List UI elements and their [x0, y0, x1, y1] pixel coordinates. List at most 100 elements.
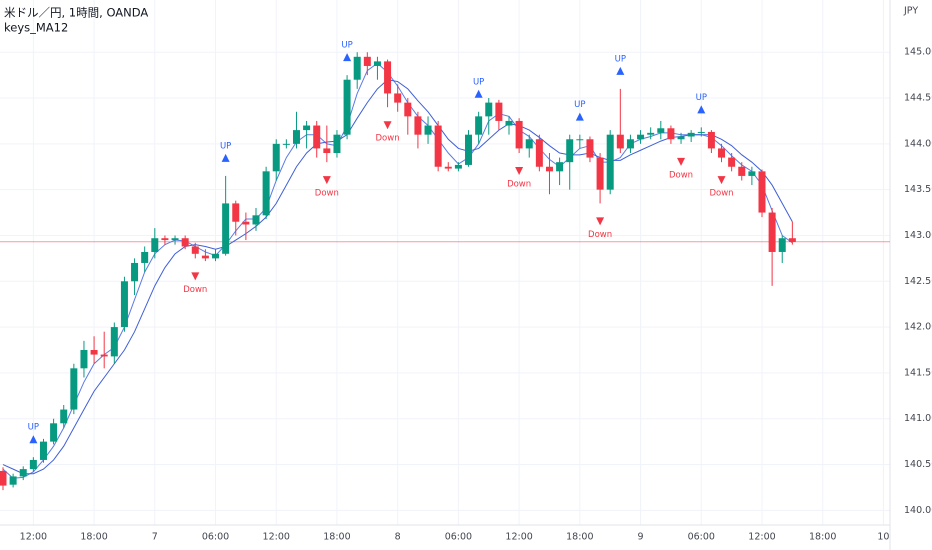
candle-body [161, 238, 169, 241]
signal-label: Down [376, 134, 400, 144]
x-tick-label: 8 [395, 532, 401, 543]
x-tick-label: 12:00 [748, 532, 775, 543]
signal-label: UP [341, 41, 352, 51]
candle-body [0, 470, 7, 486]
candle-body [778, 238, 786, 252]
candle-body [50, 423, 58, 442]
signal-marker [474, 89, 483, 98]
signal-marker [383, 121, 392, 130]
signal-label: UP [473, 77, 484, 87]
signal-marker [697, 105, 706, 114]
candle-body [131, 262, 139, 282]
candle-body [728, 157, 736, 167]
candle-body [141, 251, 149, 263]
candle-body [515, 120, 523, 149]
candle-body [768, 212, 776, 252]
x-tick-label: 12:00 [505, 532, 532, 543]
candle-body [110, 327, 118, 357]
signal-marker [717, 176, 726, 185]
y-tick-label: 145.000 [904, 47, 932, 58]
candle-body [353, 56, 361, 80]
candle-body [191, 246, 199, 254]
candle-body [576, 139, 584, 141]
y-tick-label: 141.000 [904, 413, 932, 424]
candle-body [586, 139, 594, 158]
candle-body [212, 253, 220, 259]
grid [0, 0, 890, 525]
candle-body [677, 136, 685, 140]
signal-marker [596, 217, 605, 226]
candle-body [272, 143, 280, 172]
y-tick-label: 143.500 [904, 184, 932, 195]
signal-label: UP [696, 93, 707, 103]
candle-body [465, 134, 473, 165]
candle-body [606, 134, 614, 190]
candle-body [292, 130, 300, 144]
candle-body [667, 128, 675, 140]
candle-body [100, 354, 108, 357]
signal-marker [191, 272, 200, 281]
candle-body [151, 238, 159, 252]
candle-body [19, 469, 27, 477]
y-tick-label: 142.000 [904, 322, 932, 333]
candle-body [282, 143, 290, 145]
candle-body [525, 139, 533, 149]
y-tick-label: 142.500 [904, 276, 932, 287]
signal-label: Down [507, 180, 531, 190]
candle-body [404, 102, 412, 117]
candle-body [697, 131, 705, 133]
signal-marker [221, 153, 230, 162]
candle-body [9, 476, 17, 485]
indicator-title: keys_MA12 [4, 21, 68, 35]
candle-body [424, 125, 432, 135]
x-tick-label: 18:00 [80, 532, 107, 543]
x-tick-label: 7 [152, 532, 158, 543]
candle-body [556, 162, 564, 172]
chart-title: 米ドル／円, 1時間, OANDA [4, 6, 148, 20]
signal-label: UP [220, 141, 231, 151]
candle-body [505, 120, 513, 126]
signal-marker [616, 66, 625, 75]
signal-label: Down [588, 230, 612, 240]
candle-body [788, 238, 796, 242]
candle-body [748, 171, 756, 176]
signal-marker [29, 435, 38, 444]
currency-label: JPY [903, 6, 918, 17]
candle-body [738, 166, 746, 176]
candle-body [535, 139, 543, 167]
x-tick-label: 18:00 [809, 532, 836, 543]
candle-body [222, 203, 230, 254]
candle-body [363, 56, 371, 66]
candle-body [70, 368, 78, 410]
candle-body [566, 139, 574, 163]
candle-body [707, 131, 715, 149]
x-tick-label: 10 [877, 532, 889, 543]
signal-marker [677, 157, 686, 166]
signal-marker [515, 167, 524, 176]
candle-body [718, 148, 726, 158]
candle-body [373, 61, 381, 66]
x-tick-label: 9 [638, 532, 644, 543]
x-tick-label: 12:00 [263, 532, 290, 543]
candle-body [475, 116, 483, 135]
candle-body [495, 102, 503, 121]
signal-marker [322, 176, 331, 185]
candle-body [181, 238, 189, 247]
x-tick-label: 06:00 [688, 532, 715, 543]
candle-body [303, 125, 311, 131]
candle-body [120, 281, 128, 328]
candle-body [60, 409, 68, 424]
ma-line [2, 79, 793, 475]
candle-body [262, 171, 270, 216]
y-tick-label: 140.500 [904, 459, 932, 470]
y-tick-label: 141.500 [904, 367, 932, 378]
x-tick-label: 18:00 [323, 532, 350, 543]
candle-body [637, 134, 645, 140]
candle-body [313, 125, 321, 149]
signal-marker [575, 112, 584, 121]
candle-body [545, 166, 553, 172]
candle-body [687, 132, 695, 137]
candle-body [394, 93, 402, 103]
candle-body [657, 128, 665, 133]
